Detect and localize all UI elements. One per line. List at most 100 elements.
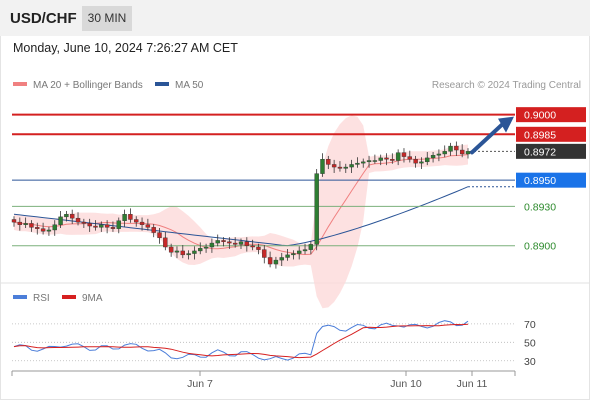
legend-label-ma20: MA 20 + Bollinger Bands: [33, 80, 143, 91]
candle-body: [52, 224, 57, 231]
candle-body: [442, 151, 447, 155]
copyright: Research © 2024 Trading Central: [431, 80, 581, 91]
price-tag-5: 0.8900: [524, 241, 556, 253]
candle-body: [180, 250, 185, 256]
candle-body: [134, 219, 139, 223]
candle-body: [238, 241, 244, 245]
candle-body: [221, 240, 226, 242]
legend-ma50: MA 50: [155, 80, 203, 91]
symbol-label: USD/CHF: [10, 10, 77, 27]
candle-body: [436, 153, 442, 156]
candle-body: [64, 214, 69, 218]
candle-body: [308, 244, 314, 250]
candle-body: [378, 157, 383, 161]
candle-body: [285, 254, 290, 258]
candle-body: [168, 246, 174, 253]
forecast-arrowhead: [498, 116, 514, 133]
candle-body: [372, 160, 378, 162]
legend-label-ma50: MA 50: [175, 80, 204, 91]
candle-body: [11, 219, 17, 223]
x-tick-label-1: Jun 10: [390, 378, 422, 390]
candle-body: [279, 257, 284, 261]
candle-body: [104, 224, 110, 228]
candle-body: [256, 246, 261, 250]
timestamp: Monday, June 10, 2024 7:26:27 AM CET: [13, 41, 238, 55]
interval-button[interactable]: 30 MIN: [82, 6, 132, 31]
legend-swatch-9ma: [62, 295, 76, 300]
candle-body: [93, 225, 98, 228]
price-tag-bg-2: [516, 143, 586, 159]
candle-body: [459, 149, 465, 155]
candle-body: [297, 250, 302, 254]
rsi-level-label-0: 70: [524, 319, 536, 331]
price-tag-1: 0.8985: [524, 129, 556, 141]
legend-rsi: RSI: [13, 293, 50, 304]
candle-body: [99, 224, 104, 228]
legend-swatch-rsi: [13, 295, 27, 300]
x-tick-label-2: Jun 11: [457, 378, 488, 390]
candle-body: [203, 246, 209, 249]
candle-body: [465, 151, 471, 155]
candle-body: [326, 159, 331, 165]
price-tag-bg-0: [516, 107, 586, 123]
candle-body: [70, 214, 75, 219]
candle-body: [46, 229, 52, 232]
candle-body: [81, 221, 87, 224]
candle-body: [262, 249, 267, 258]
legend-9ma: 9MA: [62, 293, 103, 304]
candle-body: [355, 162, 360, 165]
candle-body: [87, 223, 92, 227]
candle-body: [17, 221, 23, 225]
candle-body: [425, 157, 430, 163]
candle-body: [448, 145, 453, 152]
candle-body: [186, 253, 191, 256]
candle-body: [390, 159, 395, 161]
candle-body: [157, 232, 162, 239]
candle-body: [314, 173, 319, 245]
candle-body: [23, 223, 28, 225]
candle-body: [58, 216, 63, 225]
candle-body: [331, 164, 337, 168]
candle-body: [227, 241, 232, 244]
candle-body: [122, 214, 127, 221]
candle-body: [401, 152, 407, 157]
candle-body: [75, 217, 81, 223]
legend-swatch-ma50: [155, 82, 169, 87]
candle-body: [198, 248, 203, 252]
candle-body: [40, 228, 46, 232]
candle-body: [128, 214, 133, 220]
legend-label-rsi: RSI: [33, 293, 50, 304]
candle-body: [337, 166, 343, 169]
candle-body: [29, 223, 34, 228]
candle-body: [209, 242, 215, 248]
candle-body: [419, 161, 424, 164]
candle-body: [174, 250, 180, 253]
candle-body: [395, 152, 401, 161]
price-tag-4: 0.8930: [524, 201, 556, 213]
candle-body: [384, 157, 389, 160]
candle-body: [366, 160, 372, 163]
candle-body: [273, 259, 279, 265]
rsi-line: [13, 320, 469, 361]
price-tag-bg-1: [516, 126, 586, 142]
candle-body: [291, 253, 296, 256]
candle-body: [232, 242, 238, 245]
candle-body: [163, 237, 168, 248]
candle-body: [192, 250, 197, 254]
candle-body: [413, 159, 418, 164]
legend-ma20: MA 20 + Bollinger Bands: [13, 80, 143, 91]
candle-body: [267, 257, 273, 265]
candle-body: [215, 240, 220, 244]
rsi-level-label-1: 50: [524, 337, 536, 349]
candle-body: [35, 227, 40, 229]
price-tag-bg-3: [516, 172, 586, 188]
candle-body: [407, 156, 412, 160]
candle-body: [343, 166, 348, 169]
candle-body: [139, 221, 145, 225]
bollinger-band: [14, 115, 468, 309]
candle-body: [250, 245, 255, 248]
forecast-arrow: [470, 122, 504, 155]
candle-body: [454, 145, 459, 151]
rsi-level-label-2: 30: [524, 356, 536, 368]
candle-body: [349, 164, 354, 168]
